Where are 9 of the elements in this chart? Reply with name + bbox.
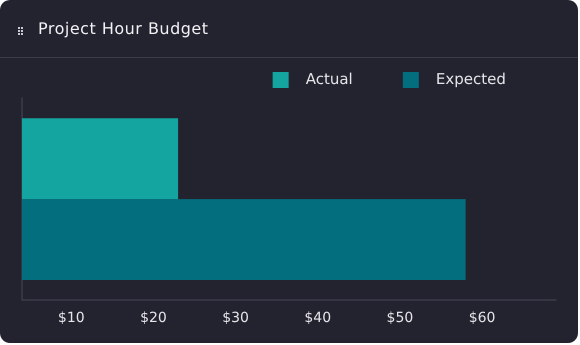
x-tick-label: $60	[468, 310, 496, 326]
x-tick-label: $10	[58, 310, 85, 326]
x-tick-label: $20	[140, 310, 167, 326]
chart-title: Project Hour Budget	[38, 19, 208, 38]
x-tick-label: $50	[386, 310, 414, 326]
x-tick-label: $40	[304, 310, 332, 326]
legend-label: Expected	[426, 70, 544, 88]
x-tick-label: $30	[222, 310, 249, 326]
legend-label: Actual	[296, 70, 391, 88]
